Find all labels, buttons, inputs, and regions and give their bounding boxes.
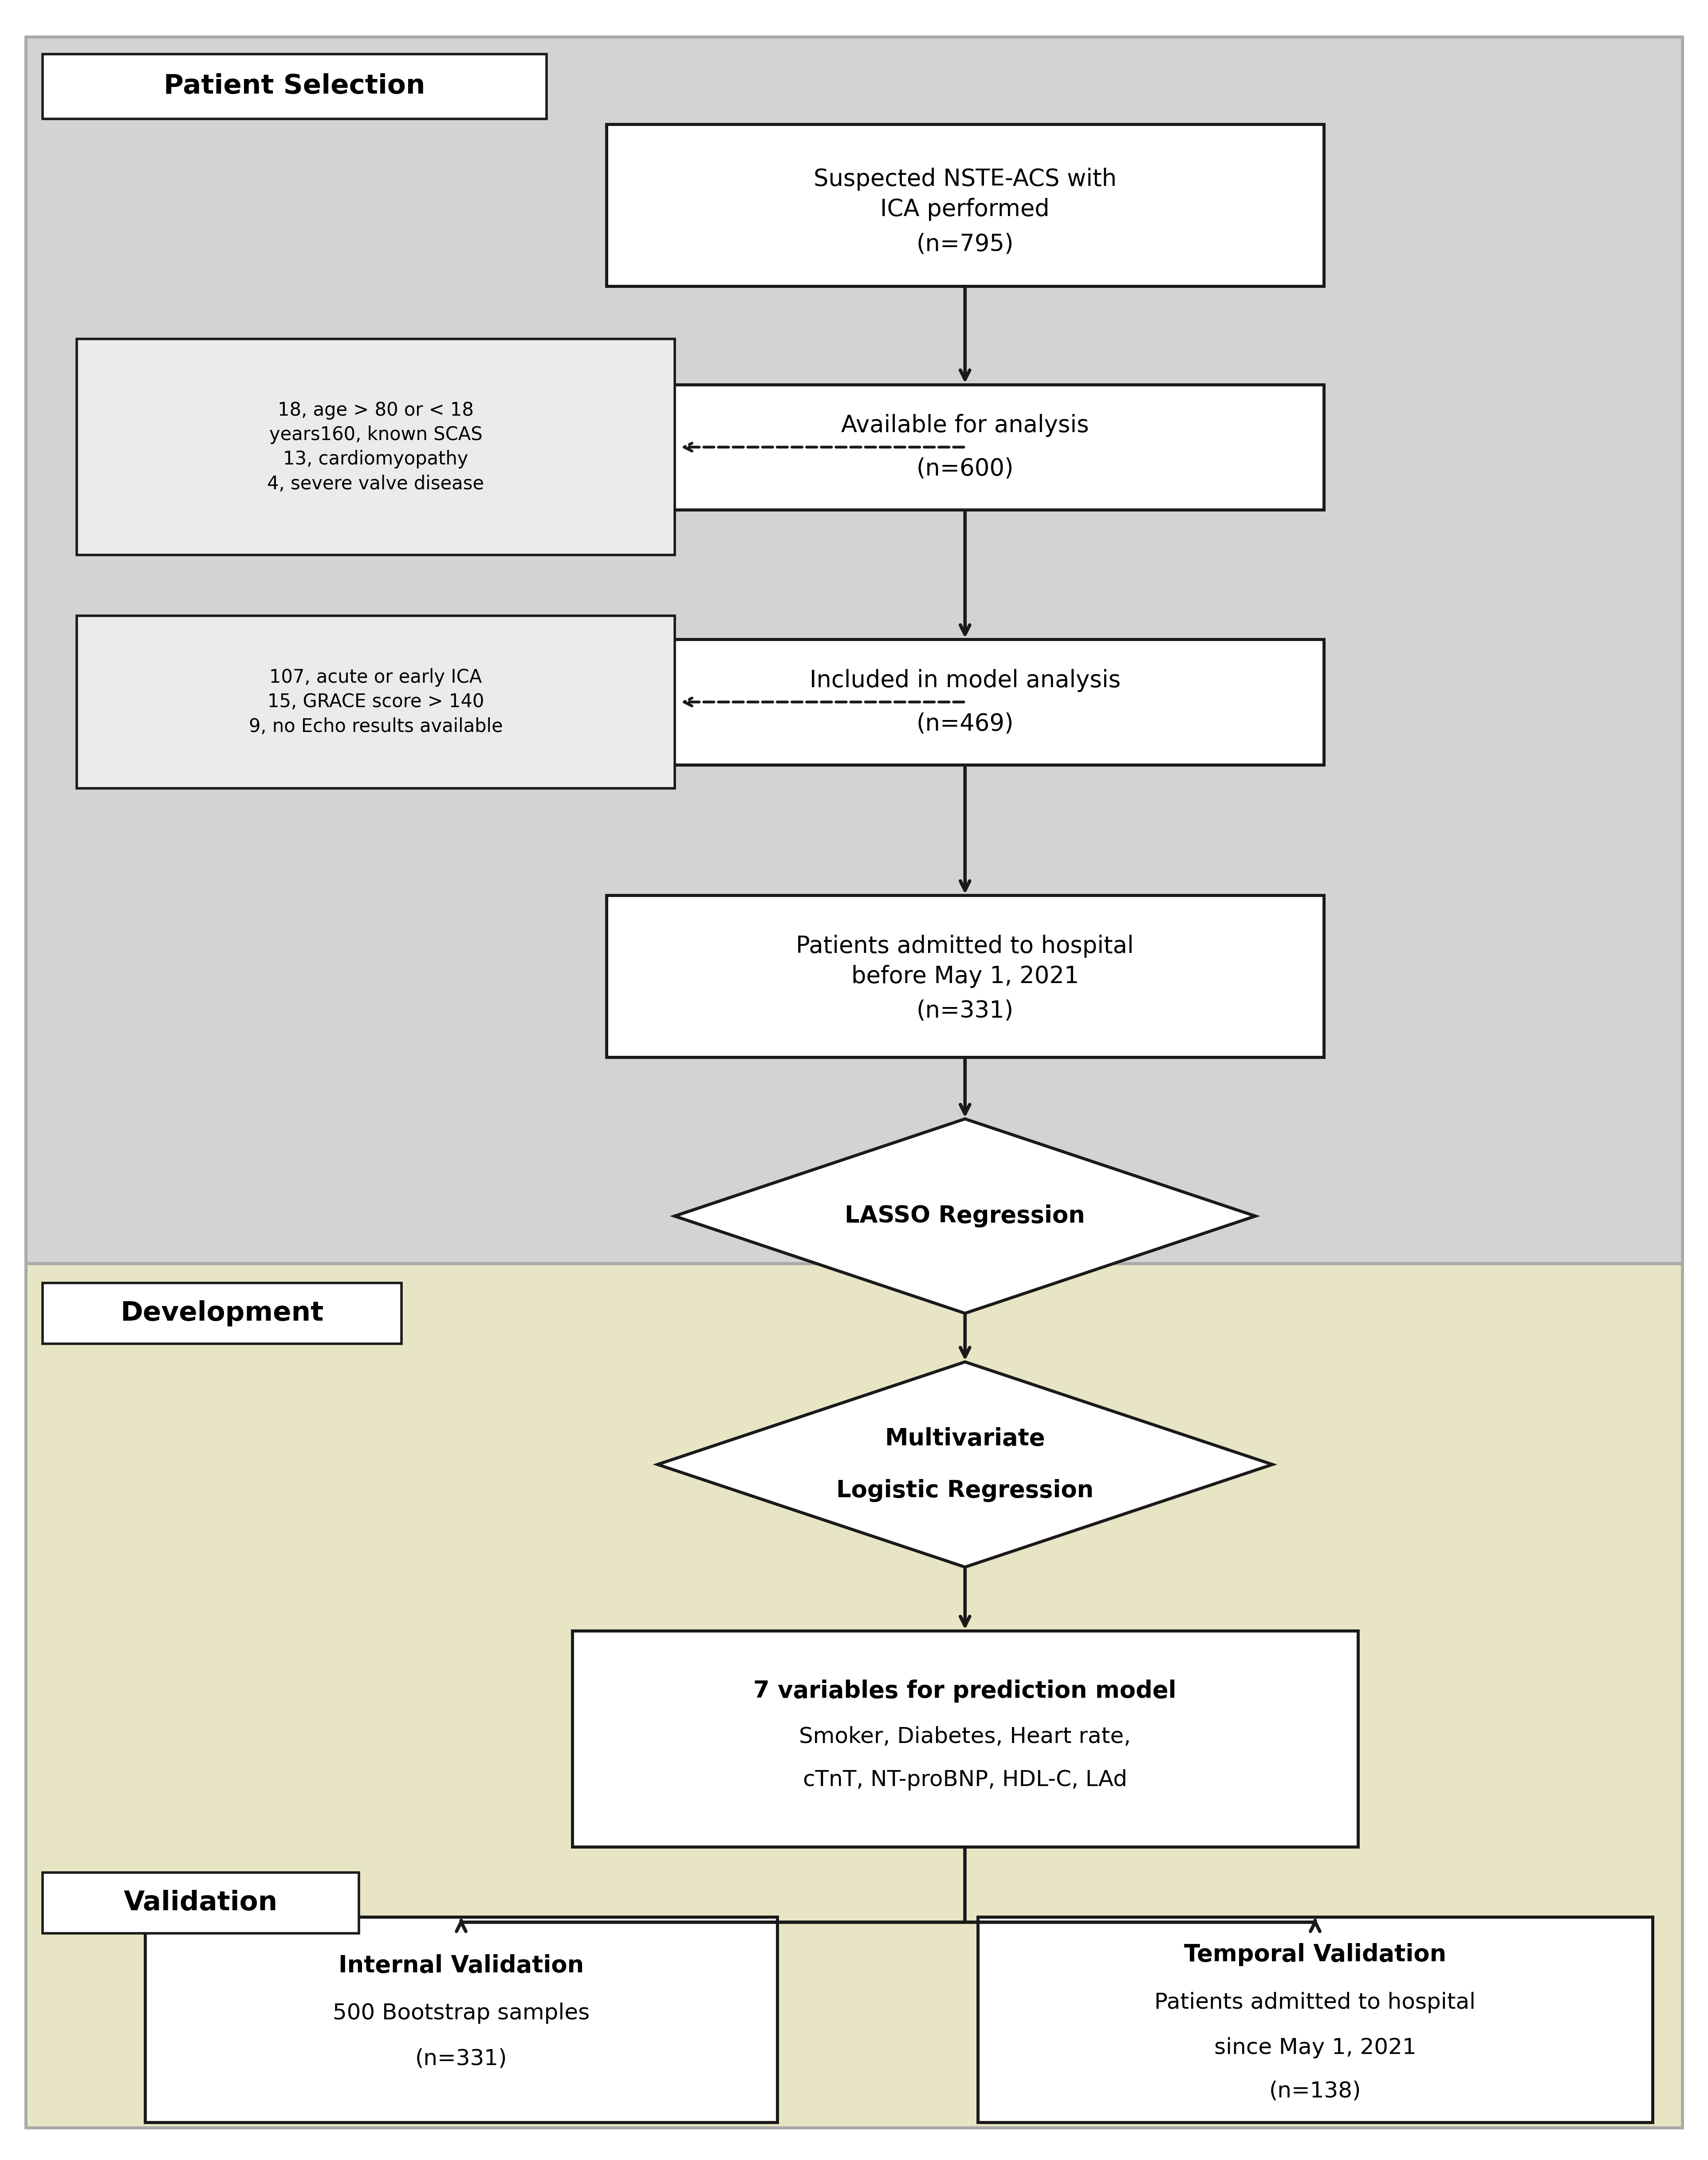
FancyBboxPatch shape <box>977 1918 1653 2121</box>
Text: ICA performed: ICA performed <box>880 199 1050 220</box>
Text: 107, acute or early ICA
15, GRACE score > 140
9, no Echo results available: 107, acute or early ICA 15, GRACE score … <box>249 667 502 737</box>
Text: Validation: Validation <box>123 1890 278 1916</box>
Text: 7 variables for prediction model: 7 variables for prediction model <box>753 1680 1177 1702</box>
Text: 500 Bootstrap samples: 500 Bootstrap samples <box>333 2002 589 2024</box>
FancyBboxPatch shape <box>606 384 1324 510</box>
Text: Suspected NSTE-ACS with: Suspected NSTE-ACS with <box>813 168 1117 190</box>
Text: 18, age > 80 or < 18
years160, known SCAS
13, cardiomyopathy
4, severe valve dis: 18, age > 80 or < 18 years160, known SCA… <box>266 402 485 492</box>
Text: before May 1, 2021: before May 1, 2021 <box>851 966 1079 987</box>
FancyBboxPatch shape <box>43 1283 401 1344</box>
Text: Included in model analysis: Included in model analysis <box>810 670 1120 691</box>
FancyBboxPatch shape <box>606 639 1324 765</box>
Text: LASSO Regression: LASSO Regression <box>845 1205 1085 1227</box>
Polygon shape <box>675 1119 1255 1313</box>
Text: Internal Validation: Internal Validation <box>338 1955 584 1976</box>
Text: (n=331): (n=331) <box>917 1000 1013 1022</box>
Text: (n=469): (n=469) <box>915 713 1015 734</box>
FancyBboxPatch shape <box>145 1918 777 2121</box>
FancyBboxPatch shape <box>77 616 675 788</box>
Text: Smoker, Diabetes, Heart rate,: Smoker, Diabetes, Heart rate, <box>799 1726 1131 1747</box>
Text: Patients admitted to hospital: Patients admitted to hospital <box>796 935 1134 957</box>
FancyBboxPatch shape <box>77 339 675 555</box>
Text: cTnT, NT-proBNP, HDL-C, LAd: cTnT, NT-proBNP, HDL-C, LAd <box>803 1769 1127 1791</box>
FancyBboxPatch shape <box>606 123 1324 287</box>
Text: Patients admitted to hospital: Patients admitted to hospital <box>1155 1992 1476 2013</box>
Text: Development: Development <box>120 1300 325 1326</box>
FancyBboxPatch shape <box>572 1631 1358 1847</box>
Text: since May 1, 2021: since May 1, 2021 <box>1214 2037 1416 2058</box>
FancyBboxPatch shape <box>606 894 1324 1056</box>
Polygon shape <box>658 1363 1272 1568</box>
Text: Logistic Regression: Logistic Regression <box>837 1480 1093 1501</box>
FancyBboxPatch shape <box>43 54 547 119</box>
Text: Multivariate: Multivariate <box>885 1428 1045 1449</box>
Text: Available for analysis: Available for analysis <box>840 415 1090 436</box>
Text: Temporal Validation: Temporal Validation <box>1184 1944 1447 1966</box>
FancyBboxPatch shape <box>26 1264 1682 2128</box>
Text: Patient Selection: Patient Selection <box>164 73 425 99</box>
Text: (n=795): (n=795) <box>915 233 1015 255</box>
Text: (n=600): (n=600) <box>915 458 1015 480</box>
FancyBboxPatch shape <box>26 37 1682 1264</box>
FancyBboxPatch shape <box>43 1873 359 1933</box>
Text: (n=331): (n=331) <box>415 2048 507 2069</box>
Text: (n=138): (n=138) <box>1269 2080 1361 2102</box>
